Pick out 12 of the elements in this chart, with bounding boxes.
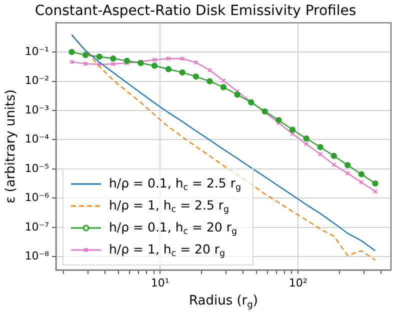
x-tick-label: 10¹ [150,276,170,290]
y-tick-label: 10⁻¹ [24,44,49,58]
x-tick-label: 10² [288,276,308,290]
y-tick-label: 10⁻³ [24,103,49,116]
y-tick-label: 10⁻⁸ [24,250,50,263]
y-tick-label: 10⁻² [24,74,49,88]
y-axis-title: ε (arbitrary units) [3,89,18,204]
y-tick-label: 10⁻⁷ [24,220,49,234]
y-tick-label: 10⁻⁵ [24,162,49,175]
y-tick-label: 10⁻⁶ [24,191,50,204]
chart-title: Constant-Aspect-Ratio Disk Emissivity Profiles [34,3,356,20]
y-tick-label: 10⁻⁴ [24,132,50,146]
